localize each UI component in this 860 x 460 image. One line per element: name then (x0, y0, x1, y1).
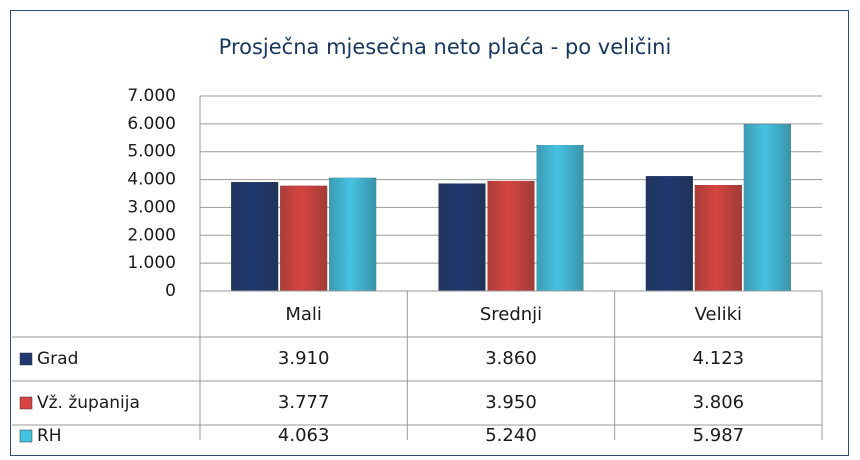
bar (438, 183, 486, 291)
y-tick-label: 6.000 (127, 114, 176, 134)
y-tick-label: 7.000 (127, 86, 176, 106)
y-tick-label: 0 (165, 281, 176, 301)
data-label: 5.240 (485, 425, 537, 446)
data-label: 3.860 (485, 348, 537, 369)
x-tick-label: Veliki (695, 304, 742, 325)
bar (645, 176, 693, 291)
x-tick-label: Mali (285, 304, 322, 325)
legend-label: Grad (37, 349, 78, 369)
x-tick-label: Srednji (480, 304, 542, 325)
y-tick-label: 1.000 (127, 253, 176, 273)
chart-title: Prosječna mjesečna neto plaća - po velič… (219, 35, 672, 59)
data-label: 3.806 (693, 392, 745, 413)
bar (694, 184, 742, 291)
y-tick-label: 3.000 (127, 197, 176, 217)
y-tick-label: 4.000 (127, 170, 176, 190)
legend-swatch (19, 352, 33, 366)
legend-swatch (19, 396, 33, 410)
data-label: 4.123 (693, 348, 745, 369)
bar (329, 177, 377, 291)
data-label: 3.950 (485, 392, 537, 413)
data-label: 5.987 (693, 425, 745, 446)
bar (743, 124, 791, 291)
y-tick-label: 2.000 (127, 225, 176, 245)
data-label: 4.063 (278, 425, 330, 446)
legend-swatch (19, 429, 33, 443)
data-label: 3.910 (278, 348, 330, 369)
bar (280, 185, 328, 291)
bar (487, 180, 535, 291)
legend-label: Vž. županija (37, 393, 140, 413)
legend-label: RH (37, 426, 62, 446)
data-label: 3.777 (278, 392, 330, 413)
y-tick-label: 5.000 (127, 142, 176, 162)
bar (231, 182, 279, 291)
bar (536, 145, 584, 291)
